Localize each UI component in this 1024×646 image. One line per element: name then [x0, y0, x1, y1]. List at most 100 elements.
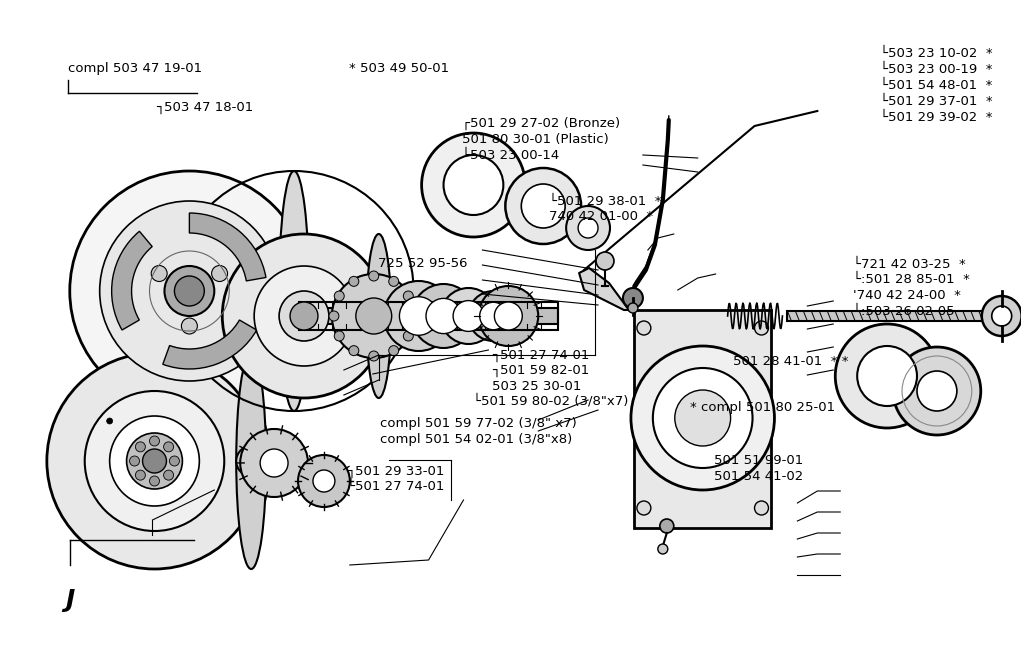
Text: ┐501 59 82-01: ┐501 59 82-01 [493, 364, 590, 377]
Text: 503 25 30-01: 503 25 30-01 [493, 379, 582, 393]
Text: └503 23 10-02  *: └503 23 10-02 * [880, 47, 992, 59]
FancyBboxPatch shape [299, 308, 558, 324]
Ellipse shape [367, 234, 391, 398]
Text: compl 503 47 19-01: compl 503 47 19-01 [68, 61, 202, 74]
Circle shape [389, 276, 398, 286]
Circle shape [440, 288, 497, 344]
Circle shape [637, 321, 651, 335]
Circle shape [916, 371, 956, 411]
Circle shape [755, 501, 768, 515]
Circle shape [596, 252, 614, 270]
Circle shape [135, 442, 145, 452]
Text: compl 501 54 02-01 (3/8"x8): compl 501 54 02-01 (3/8"x8) [380, 433, 572, 446]
Circle shape [280, 291, 329, 341]
Text: '740 42 24-00  *: '740 42 24-00 * [853, 289, 962, 302]
Circle shape [657, 544, 668, 554]
Circle shape [355, 298, 392, 334]
Circle shape [992, 306, 1012, 326]
Circle shape [150, 436, 160, 446]
Circle shape [152, 266, 167, 282]
Circle shape [409, 311, 419, 321]
Text: 501 51 99-01: 501 51 99-01 [714, 453, 803, 466]
Circle shape [369, 351, 379, 361]
Circle shape [384, 281, 454, 351]
Circle shape [478, 286, 539, 346]
Wedge shape [163, 320, 257, 369]
Text: └501 29 39-02  *: └501 29 39-02 * [880, 110, 992, 123]
Wedge shape [189, 213, 266, 281]
Circle shape [174, 276, 205, 306]
Wedge shape [112, 231, 153, 330]
Circle shape [329, 311, 339, 321]
Circle shape [403, 291, 414, 301]
Circle shape [389, 346, 398, 356]
Text: └501 29 37-01  *: └501 29 37-01 * [880, 94, 992, 107]
Circle shape [241, 429, 308, 497]
Circle shape [628, 303, 638, 313]
Circle shape [99, 201, 280, 381]
Text: └501 59 80-02 (3/8"x7): └501 59 80-02 (3/8"x7) [473, 394, 629, 408]
Circle shape [836, 324, 939, 428]
Circle shape [412, 284, 475, 348]
Circle shape [426, 298, 461, 333]
Circle shape [85, 391, 224, 531]
Text: J: J [65, 588, 74, 612]
Circle shape [110, 416, 200, 506]
Circle shape [659, 519, 674, 533]
Circle shape [47, 353, 262, 569]
Text: 725 52 95-56: 725 52 95-56 [378, 256, 467, 269]
Text: └503 23 00-14: └503 23 00-14 [463, 149, 560, 162]
Text: └:501 28 85-01  *: └:501 28 85-01 * [853, 273, 970, 286]
Text: └501 29 38-01  *: └501 29 38-01 * [549, 194, 662, 207]
Circle shape [453, 300, 483, 331]
Text: 501 28 41-01  * *: 501 28 41-01 * * [732, 355, 848, 368]
Text: ┐503 47 18-01: ┐503 47 18-01 [157, 101, 254, 114]
Circle shape [566, 206, 610, 250]
Circle shape [349, 346, 358, 356]
Circle shape [130, 456, 139, 466]
FancyBboxPatch shape [634, 310, 771, 528]
Text: * 503 49 50-01: * 503 49 50-01 [349, 61, 449, 74]
Circle shape [254, 266, 354, 366]
Circle shape [579, 218, 598, 238]
Text: └501 27 74-01: └501 27 74-01 [347, 481, 444, 494]
Text: └721 42 03-25  *: └721 42 03-25 * [853, 258, 966, 271]
Circle shape [222, 234, 386, 398]
Circle shape [298, 455, 350, 507]
Circle shape [422, 133, 525, 237]
Circle shape [631, 346, 774, 490]
Circle shape [181, 318, 198, 334]
Circle shape [135, 470, 145, 480]
Circle shape [237, 446, 266, 476]
Polygon shape [580, 268, 629, 310]
FancyBboxPatch shape [787, 311, 987, 321]
Circle shape [349, 276, 358, 286]
Circle shape [468, 291, 518, 341]
Text: └:503 26 02-05: └:503 26 02-05 [853, 304, 954, 317]
Circle shape [332, 274, 416, 358]
Circle shape [755, 321, 768, 335]
Text: 501 80 30-01 (Plastic): 501 80 30-01 (Plastic) [463, 132, 609, 145]
Text: 501 54 41-02: 501 54 41-02 [714, 470, 803, 483]
Circle shape [982, 296, 1022, 336]
Circle shape [127, 433, 182, 489]
Circle shape [623, 288, 643, 308]
Circle shape [637, 501, 651, 515]
Circle shape [150, 476, 160, 486]
Circle shape [443, 155, 504, 215]
Text: 740 42 01-00  *: 740 42 01-00 * [549, 209, 653, 222]
Circle shape [106, 418, 113, 424]
Circle shape [334, 331, 344, 341]
Circle shape [212, 266, 227, 282]
Circle shape [290, 302, 318, 330]
Ellipse shape [237, 353, 266, 569]
Circle shape [403, 331, 414, 341]
Circle shape [169, 456, 179, 466]
Text: compl 501 59 77-02 (3/8" x7): compl 501 59 77-02 (3/8" x7) [380, 417, 577, 430]
Circle shape [857, 346, 916, 406]
Circle shape [505, 168, 581, 244]
Circle shape [675, 390, 730, 446]
Circle shape [165, 266, 214, 316]
Circle shape [70, 171, 309, 411]
Text: ┐501 29 33-01: ┐501 29 33-01 [347, 464, 444, 477]
